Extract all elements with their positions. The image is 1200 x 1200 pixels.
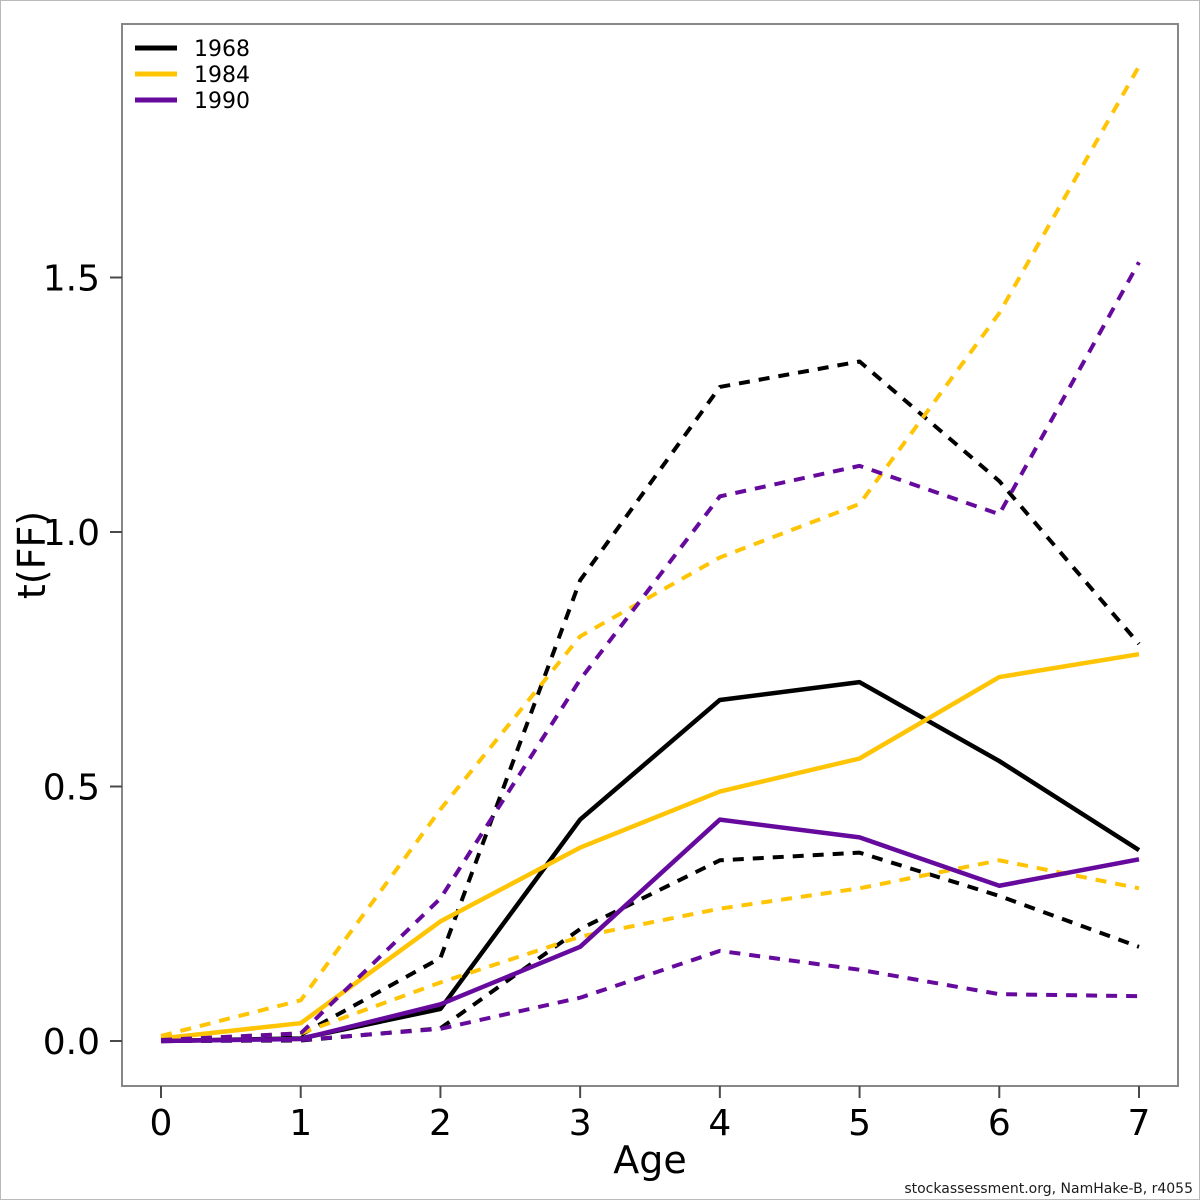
series-line-1968-estimate [160,679,1141,1044]
y-axis: 0.0 0.5 1.0 1.5 [43,259,122,1063]
series-line-1968-upper-ci [160,359,1141,1042]
plot-lines [160,65,1141,1044]
series-line-1990-upper-ci [160,261,1141,1042]
y-tick-label: 1.5 [43,259,100,300]
series-line-1984-upper-ci [160,65,1141,1038]
series-line-1984-estimate [160,651,1140,1041]
plot-frame [121,23,1179,1087]
y-tick-label: 0.5 [43,768,100,809]
x-tick-label: 5 [848,1103,871,1144]
x-tick-label: 3 [569,1103,592,1144]
series-line-1990-estimate [160,817,1140,1044]
y-tick-label: 1.0 [43,513,100,554]
x-tick-label: 7 [1128,1103,1151,1144]
y-tick-label: 0.0 [43,1022,100,1063]
x-axis: 0 1 2 3 4 5 6 7 [150,1086,1151,1144]
x-tick-label: 1 [289,1103,312,1144]
legend-label-1968: 1968 [194,37,250,62]
y-axis-title: t(FF) [10,511,54,599]
legend-label-1984: 1984 [194,63,250,88]
x-tick-label: 0 [150,1103,173,1144]
legend-label-1990: 1990 [194,89,250,114]
series-line-1984-lower-ci [160,858,1140,1042]
footer-attribution: stockassessment.org, NamHake-B, r4055 [904,1181,1193,1197]
x-tick-label: 2 [429,1103,452,1144]
x-axis-title: Age [613,1138,687,1182]
series-line-1990-lower-ci [160,948,1140,1043]
x-tick-label: 6 [988,1103,1011,1144]
x-tick-label: 4 [708,1103,731,1144]
